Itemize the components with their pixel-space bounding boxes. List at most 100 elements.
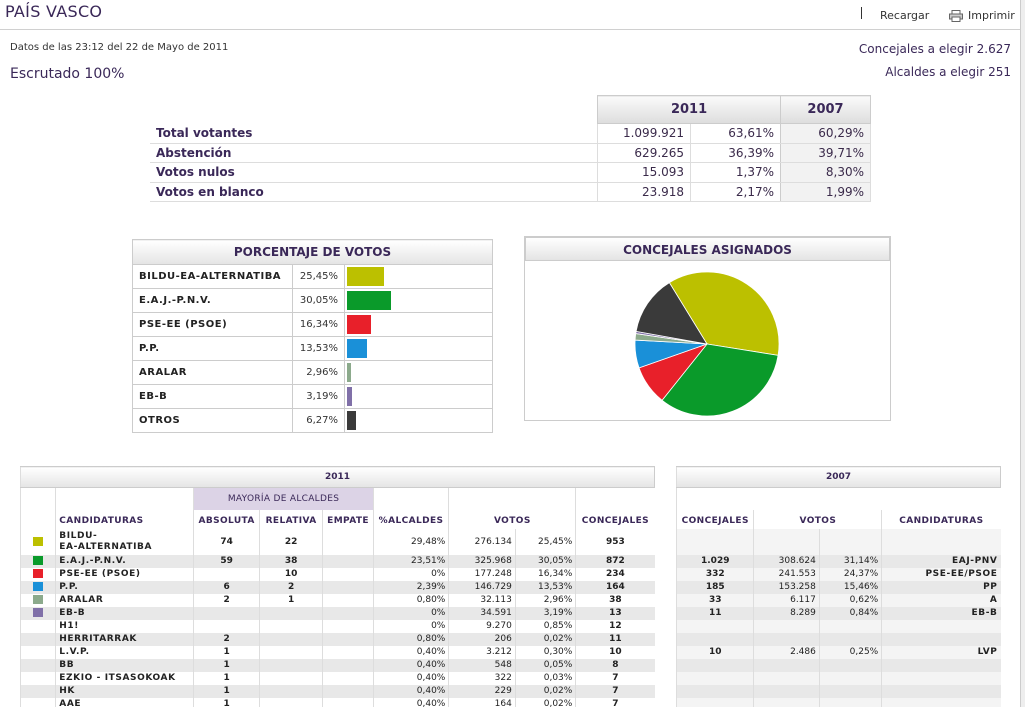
- votes-pct: 0,02%: [514, 684, 576, 698]
- mayoria-empate: [322, 619, 374, 633]
- party-color-cell: [19, 632, 56, 646]
- vote-pct-row: PSE-EE (PSOE) 16,34%: [132, 312, 493, 337]
- concejales-count: 953: [575, 528, 655, 555]
- col-2007-candidaturas: CANDIDATURAS: [881, 509, 1001, 529]
- party-bar-cell: [344, 264, 493, 289]
- party-name: PSE-EE (PSOE): [55, 567, 194, 581]
- concejales-2007: [675, 528, 754, 555]
- party-bar: [347, 291, 391, 310]
- pie-slice-otros: [635, 282, 708, 345]
- party-bar-cell: [344, 288, 493, 313]
- vote-pct-row: EB-B 3,19%: [132, 384, 493, 409]
- mayoria-absoluta: [193, 567, 260, 581]
- votes-2007: [753, 658, 820, 672]
- concejales-pie-chart: [634, 272, 780, 417]
- party-color-cell: [19, 671, 56, 685]
- party-bar: [347, 267, 384, 286]
- col-candidaturas: CANDIDATURAS: [55, 509, 194, 529]
- pct-alcaldes: 23,51%: [372, 554, 449, 568]
- result-2007-row: [675, 632, 1001, 646]
- concejales-count: 234: [575, 567, 655, 581]
- concejales-2007: [675, 671, 754, 685]
- votes-pct-2007: 0,62%: [818, 593, 882, 607]
- mayoria-absoluta: 2: [193, 632, 260, 646]
- mayoria-empate: [322, 593, 374, 607]
- reload-link[interactable]: Recargar: [880, 9, 930, 22]
- votes-pct: 30,05%: [514, 554, 576, 568]
- result-2007-row: [675, 671, 1001, 685]
- mayoria-absoluta: [193, 619, 260, 633]
- mayoria-empate: [322, 528, 374, 555]
- mayoria-alcaldes-header: MAYORÍA DE ALCALDES: [193, 487, 374, 510]
- pie-title: CONCEJALES ASIGNADOS: [525, 237, 890, 261]
- printer-icon[interactable]: [949, 10, 963, 22]
- party-name: E.A.J.-P.N.V.: [132, 288, 293, 313]
- mayoria-relativa: [258, 606, 323, 620]
- print-link[interactable]: Imprimir: [968, 9, 1015, 22]
- header-divider: [0, 29, 1020, 30]
- votes-pct-2007: [818, 528, 882, 555]
- summary-pct-previous: 1,99%: [780, 182, 871, 202]
- concejales-count: 11: [575, 632, 655, 646]
- party-name: BILDU- EA-ALTERNATIBA: [55, 528, 194, 555]
- vertical-scrollbar[interactable]: [1020, 0, 1025, 707]
- votes-2007: [753, 697, 820, 707]
- mayoria-relativa: 38: [258, 554, 323, 568]
- party-color-cell: [19, 528, 56, 555]
- party-color-swatch: [33, 582, 44, 591]
- result-row: AAE 1 0,40% 164 0,02% 7: [19, 697, 655, 707]
- party-name: BB: [55, 658, 194, 672]
- party-pct: 16,34%: [292, 312, 345, 337]
- concejales-count: 164: [575, 580, 655, 594]
- party-name: EB-B: [132, 384, 293, 409]
- result-row: BILDU- EA-ALTERNATIBA 74 22 29,48% 276.134 25…: [19, 528, 655, 555]
- votes-pct: 0,85%: [514, 619, 576, 633]
- party-pct: 13,53%: [292, 336, 345, 361]
- vote-percentage-title: PORCENTAJE DE VOTOS: [132, 239, 493, 265]
- col-absoluta: ABSOLUTA: [193, 509, 260, 529]
- concejales-2007: 1.029: [675, 554, 754, 568]
- summary-pct: 63,61%: [690, 123, 781, 144]
- summary-label: Votos nulos: [150, 162, 598, 183]
- mayoria-empate: [322, 697, 374, 707]
- summary-votes: 629.265: [597, 143, 691, 163]
- mayoria-absoluta: 2: [193, 593, 260, 607]
- party-bar: [347, 363, 352, 382]
- party-bar: [347, 411, 357, 430]
- summary-row: Total votantes 1.099.921 63,61% 60,29%: [150, 123, 871, 144]
- party-name: PSE-EE (PSOE): [132, 312, 293, 337]
- votes-count: 325.968: [448, 554, 516, 568]
- mayoria-relativa: 10: [258, 567, 323, 581]
- party-color-cell: [19, 580, 56, 594]
- party-bar: [347, 387, 352, 406]
- votes-pct: 0,02%: [514, 697, 576, 707]
- party-color-swatch: [33, 536, 44, 546]
- mayoria-empate: [322, 645, 374, 659]
- mayoria-empate: [322, 684, 374, 698]
- mayoria-relativa: [258, 632, 323, 646]
- votes-2007: 308.624: [753, 554, 820, 568]
- pct-alcaldes: 0%: [372, 567, 449, 581]
- candidatura-2007: [881, 658, 1001, 672]
- votes-pct-2007: 24,37%: [818, 567, 882, 581]
- party-color-cell: [19, 606, 56, 620]
- votes-pct: 0,03%: [514, 671, 576, 685]
- result-row: HK 1 0,40% 229 0,02% 7: [19, 684, 655, 698]
- party-bar-cell: [344, 336, 493, 361]
- party-name: AAE: [55, 697, 194, 707]
- party-pct: 25,45%: [292, 264, 345, 289]
- mayoria-absoluta: 1: [193, 671, 260, 685]
- candidatura-2007: [881, 632, 1001, 646]
- party-color-cell: [19, 658, 56, 672]
- pct-alcaldes: 0,40%: [372, 697, 449, 707]
- votes-pct-2007: 15,46%: [818, 580, 882, 594]
- party-pct: 3,19%: [292, 384, 345, 409]
- vote-pct-row: E.A.J.-P.N.V. 30,05%: [132, 288, 493, 313]
- result-2007-row: [675, 684, 1001, 698]
- summary-label: Abstención: [150, 143, 598, 163]
- col-empate: EMPATE: [322, 509, 374, 529]
- mayoria-absoluta: [193, 606, 260, 620]
- summary-row: Votos en blanco 23.918 2,17% 1,99%: [150, 182, 871, 202]
- votes-2007: [753, 619, 820, 633]
- pct-alcaldes: 29,48%: [372, 528, 449, 555]
